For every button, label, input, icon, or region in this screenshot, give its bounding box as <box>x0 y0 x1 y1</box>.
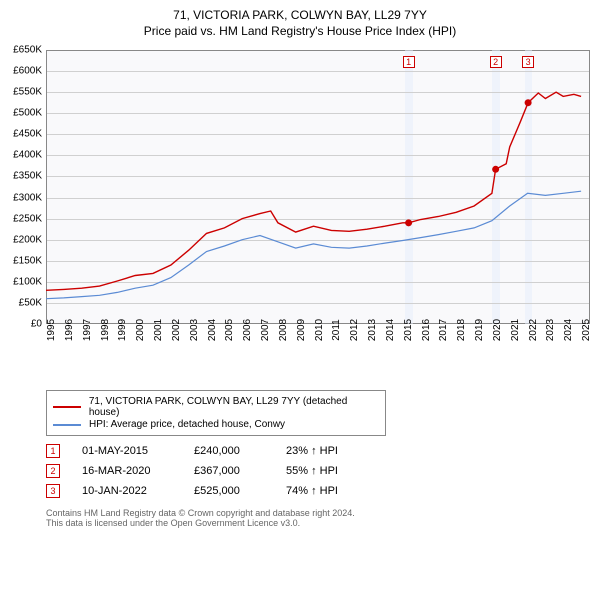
sale-row-price: £367,000 <box>194 465 264 477</box>
sale-point <box>525 99 532 106</box>
legend-swatch <box>53 406 81 408</box>
footer-copyright: Contains HM Land Registry data © Crown c… <box>46 508 588 518</box>
chart-legend: 71, VICTORIA PARK, COLWYN BAY, LL29 7YY … <box>46 390 386 436</box>
sale-row-pct: 74% ↑ HPI <box>286 485 338 497</box>
sale-row-price: £525,000 <box>194 485 264 497</box>
legend-item: HPI: Average price, detached house, Conw… <box>53 419 379 430</box>
title-subtitle: Price paid vs. HM Land Registry's House … <box>6 24 594 38</box>
sale-row-pct: 55% ↑ HPI <box>286 465 338 477</box>
sale-point <box>405 219 412 226</box>
chart-document: 71, VICTORIA PARK, COLWYN BAY, LL29 7YY … <box>0 0 600 534</box>
sale-row-price: £240,000 <box>194 445 264 457</box>
sale-marker-label: 1 <box>403 56 415 68</box>
sale-row-date: 01-MAY-2015 <box>82 445 172 457</box>
sale-row-number: 2 <box>46 464 60 478</box>
sales-table: 1 01-MAY-2015 £240,000 23% ↑ HPI 2 16-MAR-202… <box>46 444 588 498</box>
legend-swatch <box>53 424 81 426</box>
sale-row-number: 3 <box>46 484 60 498</box>
sale-row: 2 16-MAR-2020 £367,000 55% ↑ HPI <box>46 464 588 478</box>
series-property <box>46 92 581 290</box>
sale-row-date: 16-MAR-2020 <box>82 465 172 477</box>
legend-item: 71, VICTORIA PARK, COLWYN BAY, LL29 7YY … <box>53 396 379 418</box>
title-address: 71, VICTORIA PARK, COLWYN BAY, LL29 7YY <box>6 8 594 22</box>
sale-row-number: 1 <box>46 444 60 458</box>
sale-row-pct: 23% ↑ HPI <box>286 445 338 457</box>
chart-svg <box>6 44 592 326</box>
chart-titles: 71, VICTORIA PARK, COLWYN BAY, LL29 7YY … <box>6 8 594 38</box>
chart-footer: Contains HM Land Registry data © Crown c… <box>46 508 588 528</box>
chart-area: £0£50K£100K£150K£200K£250K£300K£350K£400… <box>6 44 594 384</box>
footer-licence: This data is licensed under the Open Gov… <box>46 518 588 528</box>
sale-marker-label: 3 <box>522 56 534 68</box>
legend-label: HPI: Average price, detached house, Conw… <box>89 419 285 430</box>
series-hpi <box>46 191 581 299</box>
legend-label: 71, VICTORIA PARK, COLWYN BAY, LL29 7YY … <box>89 396 379 418</box>
sale-row: 1 01-MAY-2015 £240,000 23% ↑ HPI <box>46 444 588 458</box>
sale-marker-label: 2 <box>490 56 502 68</box>
sale-point <box>492 166 499 173</box>
sale-row-date: 10-JAN-2022 <box>82 485 172 497</box>
sale-row: 3 10-JAN-2022 £525,000 74% ↑ HPI <box>46 484 588 498</box>
